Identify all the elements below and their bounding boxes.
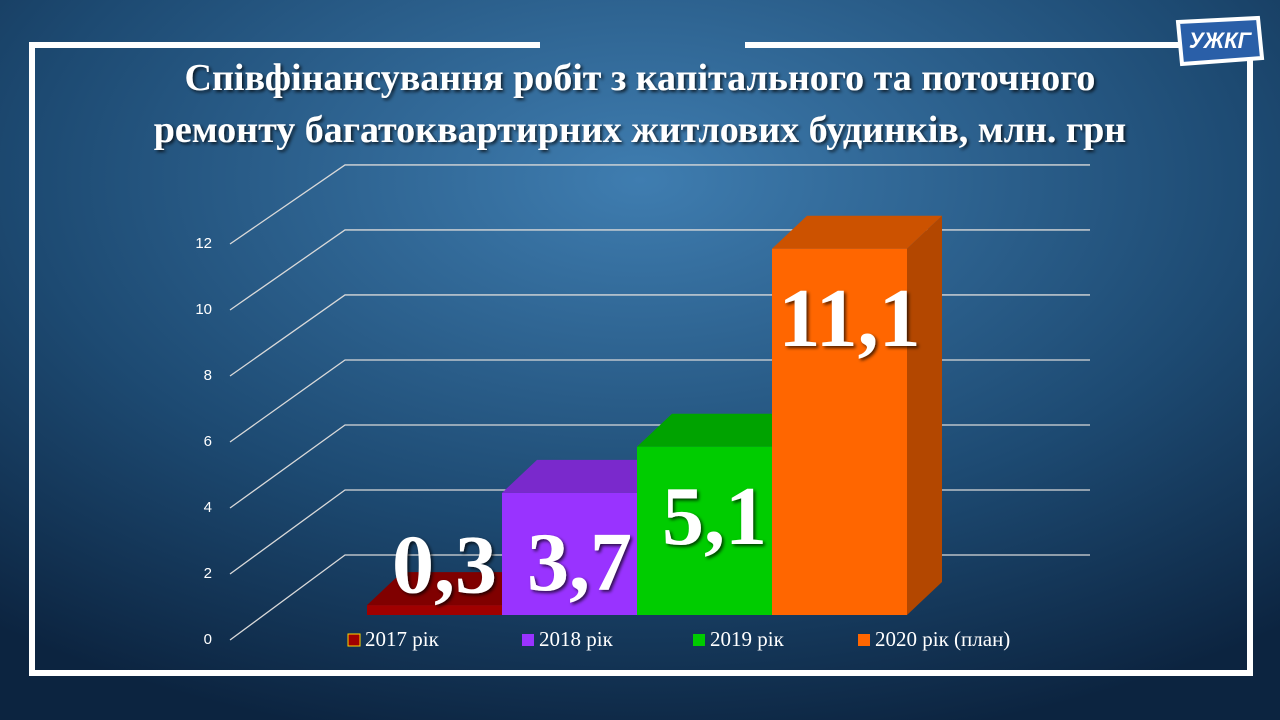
- grid-line: [229, 164, 1090, 245]
- legend-swatch: [693, 634, 705, 646]
- value-label: 11,1: [778, 272, 920, 365]
- y-tick-label: 10: [195, 301, 212, 318]
- bar-top: [502, 459, 672, 493]
- legend-label: 2019 рік: [710, 627, 785, 651]
- legend-label: 2018 рік: [539, 627, 614, 651]
- y-tick-label: 8: [204, 367, 212, 384]
- bar: [772, 215, 942, 615]
- y-tick-label: 6: [204, 433, 212, 450]
- bar-front: [367, 605, 502, 615]
- y-tick-label: 0: [204, 631, 212, 648]
- bar-top: [367, 572, 537, 606]
- plot: 0 2 4 6 8 10 12 0,3 3,7 5,1 11,1 2017 рік 2018 рік 20…: [195, 164, 1090, 651]
- bar-top: [637, 413, 807, 447]
- bar-front: [772, 248, 907, 615]
- y-tick-label: 12: [195, 235, 212, 252]
- logo: УЖКГ: [1189, 28, 1253, 53]
- frame: [29, 42, 1253, 676]
- bar-side: [907, 215, 942, 615]
- value-label: 5,1: [662, 470, 767, 563]
- bar-top: [772, 215, 942, 249]
- value-label: 0,3: [392, 518, 497, 611]
- legend-swatch: [522, 634, 534, 646]
- legend-label: 2020 рік (план): [875, 627, 1010, 651]
- legend-swatch: [858, 634, 870, 646]
- bar-front: [637, 446, 772, 615]
- y-tick-label: 2: [204, 565, 212, 582]
- y-tick-label: 4: [204, 499, 212, 516]
- logo-badge: УЖКГ: [1175, 15, 1265, 67]
- legend-label: 2017 рік: [365, 627, 440, 651]
- legend-swatch: [347, 633, 361, 647]
- value-label: 3,7: [527, 516, 632, 609]
- bar-front: [502, 492, 637, 615]
- chart-title: Співфінансування робіт з капітального та…: [154, 57, 1126, 151]
